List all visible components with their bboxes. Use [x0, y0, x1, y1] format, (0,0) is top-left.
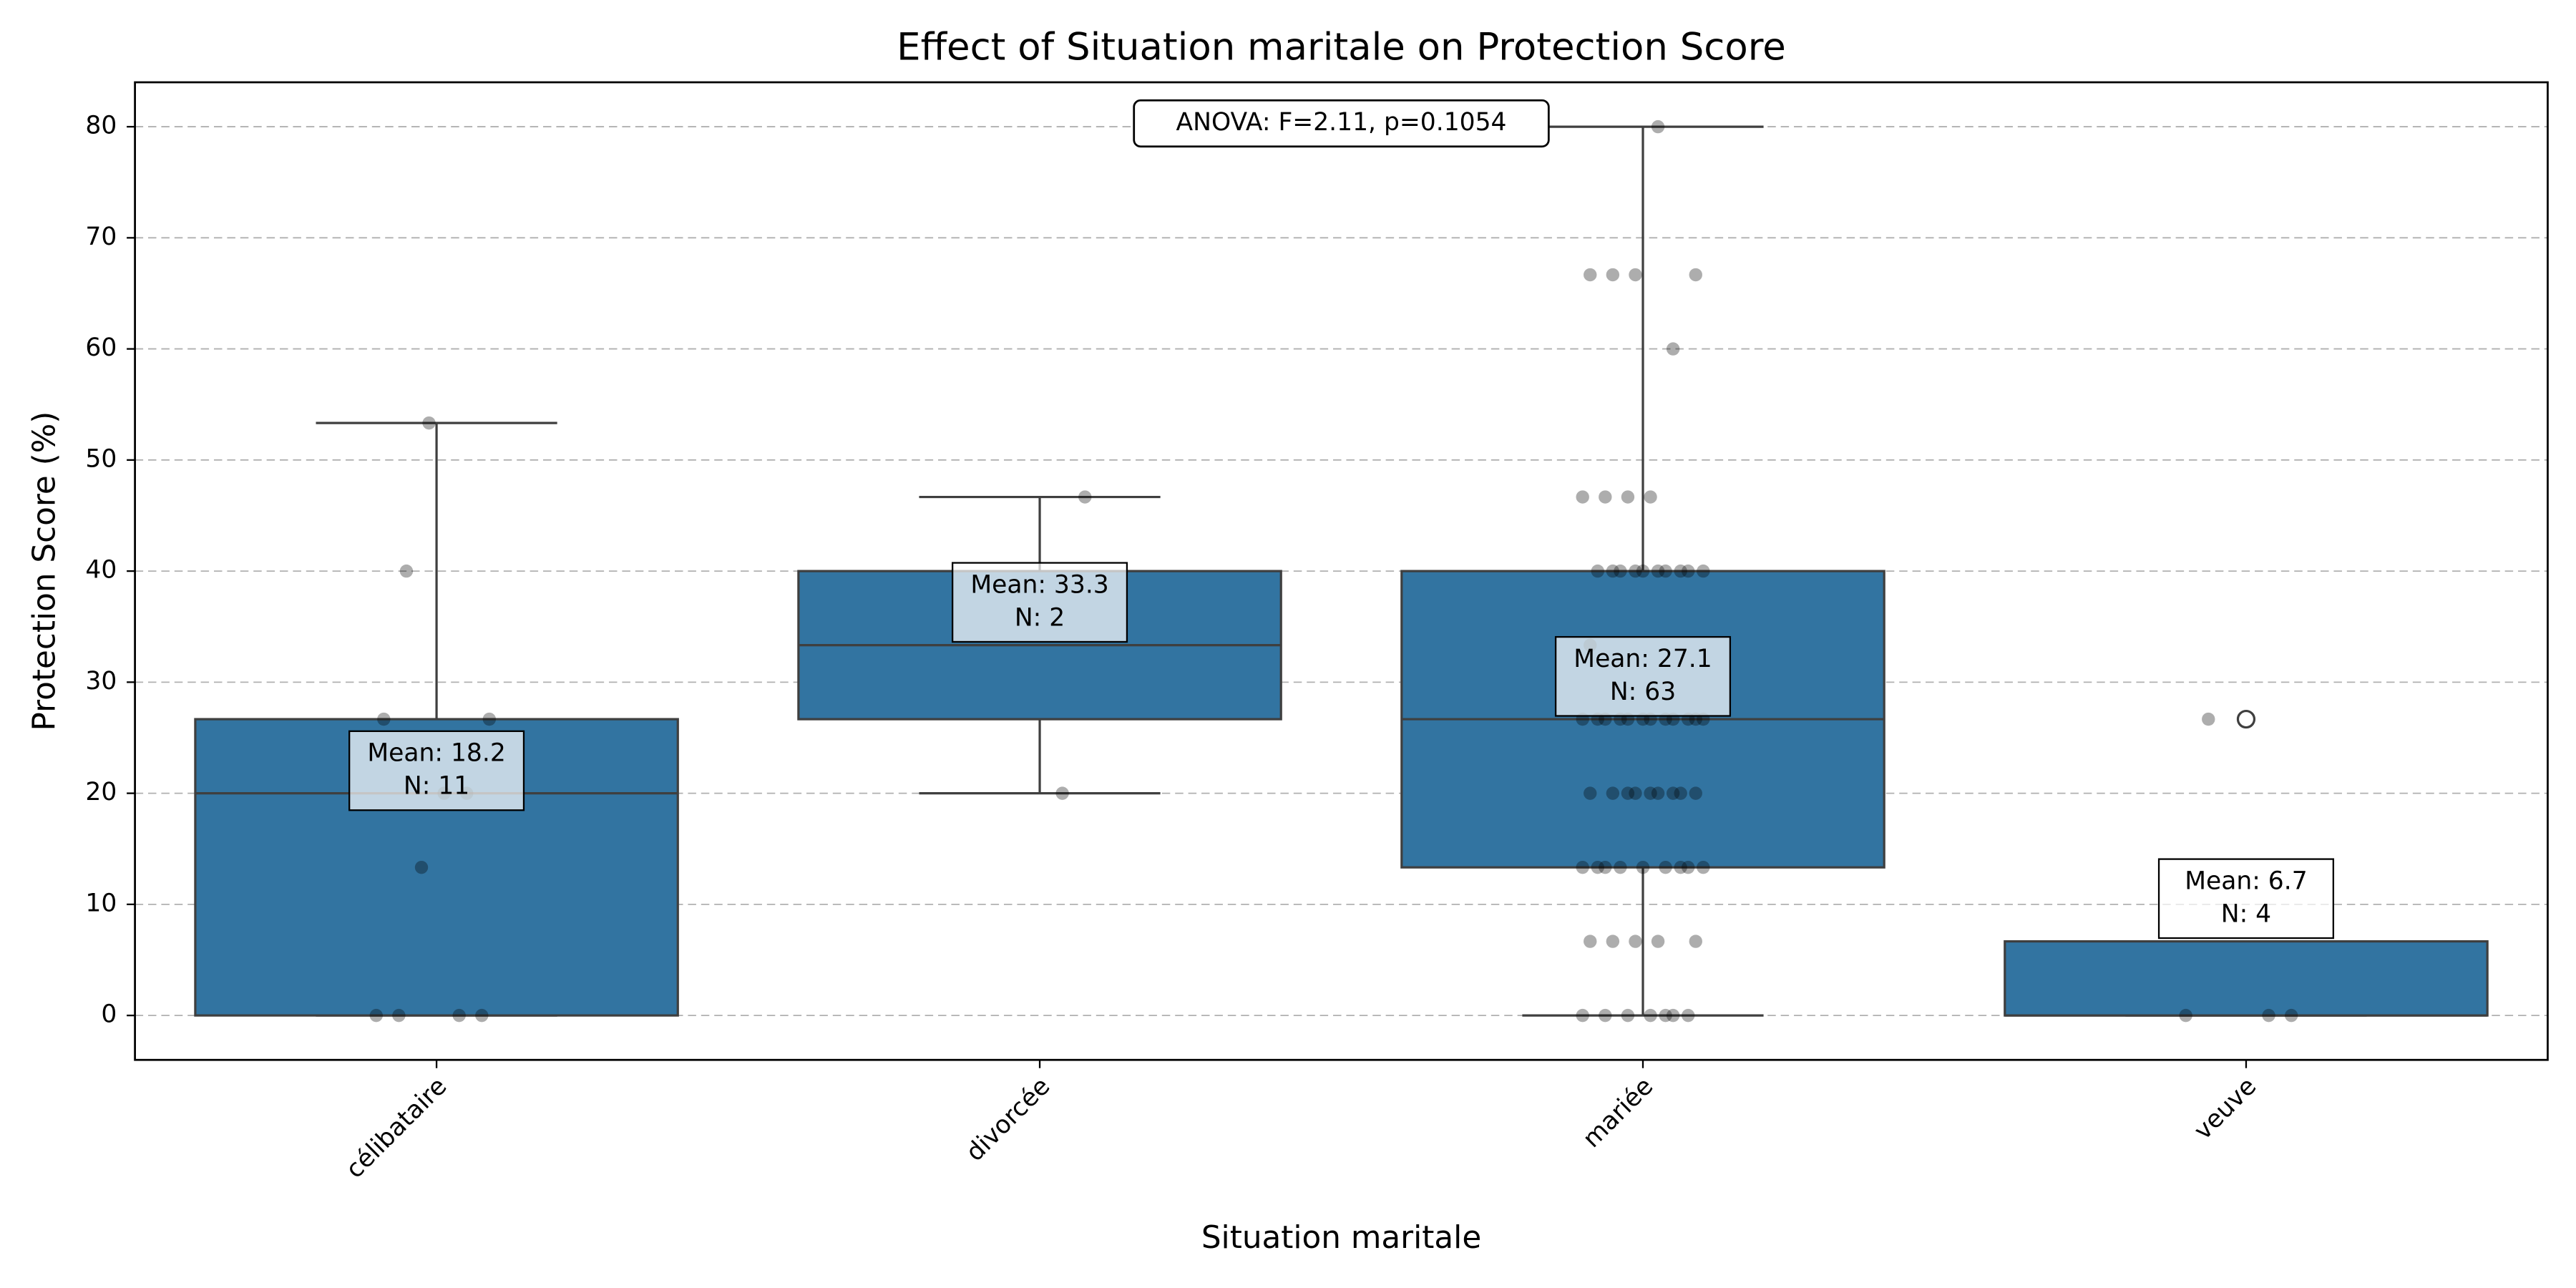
mean-label: Mean: 18.2 — [367, 739, 505, 768]
strip-point — [1629, 564, 1642, 578]
strip-point — [1621, 1008, 1635, 1023]
strip-point — [1606, 786, 1620, 800]
chart-title: Effect of Situation maritale on Protecti… — [897, 26, 1786, 69]
y-tick-label: 30 — [85, 667, 117, 696]
mean-label-box — [951, 562, 1128, 643]
strip-point — [1689, 268, 1702, 282]
strip-point — [422, 416, 436, 430]
mean-label: Mean: 27.1 — [1574, 645, 1712, 673]
y-tick-label: 50 — [85, 444, 117, 473]
strip-point — [1576, 860, 1589, 874]
strip-point — [1644, 490, 1657, 504]
strip-point — [1674, 786, 1687, 800]
mean-label-box — [348, 730, 525, 811]
strip-point — [2262, 1008, 2275, 1023]
strip-point — [1606, 935, 1620, 948]
n-label: N: 4 — [2221, 899, 2271, 928]
strip-point — [1584, 935, 1597, 948]
strip-point — [1682, 860, 1695, 874]
strip-point — [1599, 860, 1612, 874]
strip-point — [1606, 564, 1620, 578]
strip-point — [1689, 935, 1702, 948]
strip-point — [1644, 786, 1657, 800]
strip-point — [1674, 564, 1687, 578]
strip-point — [1614, 860, 1627, 874]
strip-point — [1682, 1008, 1695, 1023]
annotation: ANOVA: F=2.11, p=0.1054 — [1176, 108, 1507, 137]
strip-point — [452, 1008, 466, 1023]
strip-point — [1629, 935, 1642, 948]
y-tick-label: 80 — [85, 112, 117, 140]
mean-label: Mean: 6.7 — [2185, 867, 2307, 895]
annotation-box — [1133, 99, 1550, 148]
strip-point — [1651, 119, 1665, 134]
strip-point — [1599, 490, 1612, 504]
strip-point — [377, 712, 391, 726]
strip-point — [1666, 786, 1680, 800]
mean-label-box — [1554, 635, 1732, 717]
strip-point — [1584, 786, 1597, 800]
strip-point — [1078, 490, 1092, 504]
strip-point — [1682, 564, 1695, 578]
strip-point — [1697, 860, 1710, 874]
n-label: N: 2 — [1015, 603, 1065, 632]
strip-point — [1666, 342, 1680, 356]
strip-point — [1629, 786, 1642, 800]
marks: Mean: 18.2 N: 11 Mean: 33.3 N: 2 Mean: 27.1 N… — [194, 119, 2489, 1023]
strip-point — [2179, 1008, 2192, 1023]
strip-point — [1636, 564, 1650, 578]
strip-point — [1659, 1008, 1672, 1023]
strip-point — [1659, 860, 1672, 874]
strip-point — [1055, 786, 1069, 800]
strip-point — [1591, 860, 1604, 874]
strip-point — [482, 712, 497, 726]
strip-point — [1591, 564, 1604, 578]
strip-point — [1576, 1008, 1589, 1023]
strip-point — [1629, 268, 1642, 282]
strip-point — [1697, 564, 1710, 578]
strip-point — [1621, 786, 1635, 800]
strip-point — [475, 1008, 489, 1023]
strip-point — [1651, 935, 1665, 948]
strip-point — [1651, 786, 1665, 800]
strip-point — [1659, 564, 1672, 578]
mean-label-box — [2157, 858, 2335, 940]
box — [2004, 940, 2489, 1017]
strip-point — [1674, 860, 1687, 874]
strip-point — [414, 860, 429, 874]
x-axis-label: Situation maritale — [1201, 1219, 1481, 1256]
n-label: N: 11 — [404, 772, 469, 801]
strip-point — [1651, 564, 1665, 578]
strip-point — [2284, 1008, 2298, 1023]
strip-point — [1614, 564, 1627, 578]
strip-point — [1599, 1008, 1612, 1023]
strip-point — [1689, 786, 1702, 800]
strip-point — [1621, 490, 1635, 504]
y-axis-label: Protection Score (%) — [26, 411, 62, 731]
strip-point — [369, 1008, 383, 1023]
strip-point — [399, 564, 414, 578]
y-tick-label: 0 — [101, 1000, 117, 1029]
strip-point — [1666, 1008, 1680, 1023]
strip-point — [2202, 712, 2215, 726]
strip-point — [1576, 490, 1589, 504]
y-tick-label: 60 — [85, 333, 117, 362]
y-tick-label: 10 — [85, 889, 117, 917]
strip-point — [1644, 1008, 1657, 1023]
strip-point — [392, 1008, 406, 1023]
y-tick-label: 70 — [85, 223, 117, 251]
n-label: N: 63 — [1610, 678, 1676, 706]
strip-point — [1584, 268, 1597, 282]
strip-point — [1636, 860, 1650, 874]
strip-point — [1606, 268, 1620, 282]
y-tick-label: 20 — [85, 778, 117, 806]
outlier — [2236, 709, 2256, 729]
mean-label: Mean: 33.3 — [970, 570, 1108, 599]
y-tick-label: 40 — [85, 556, 117, 585]
